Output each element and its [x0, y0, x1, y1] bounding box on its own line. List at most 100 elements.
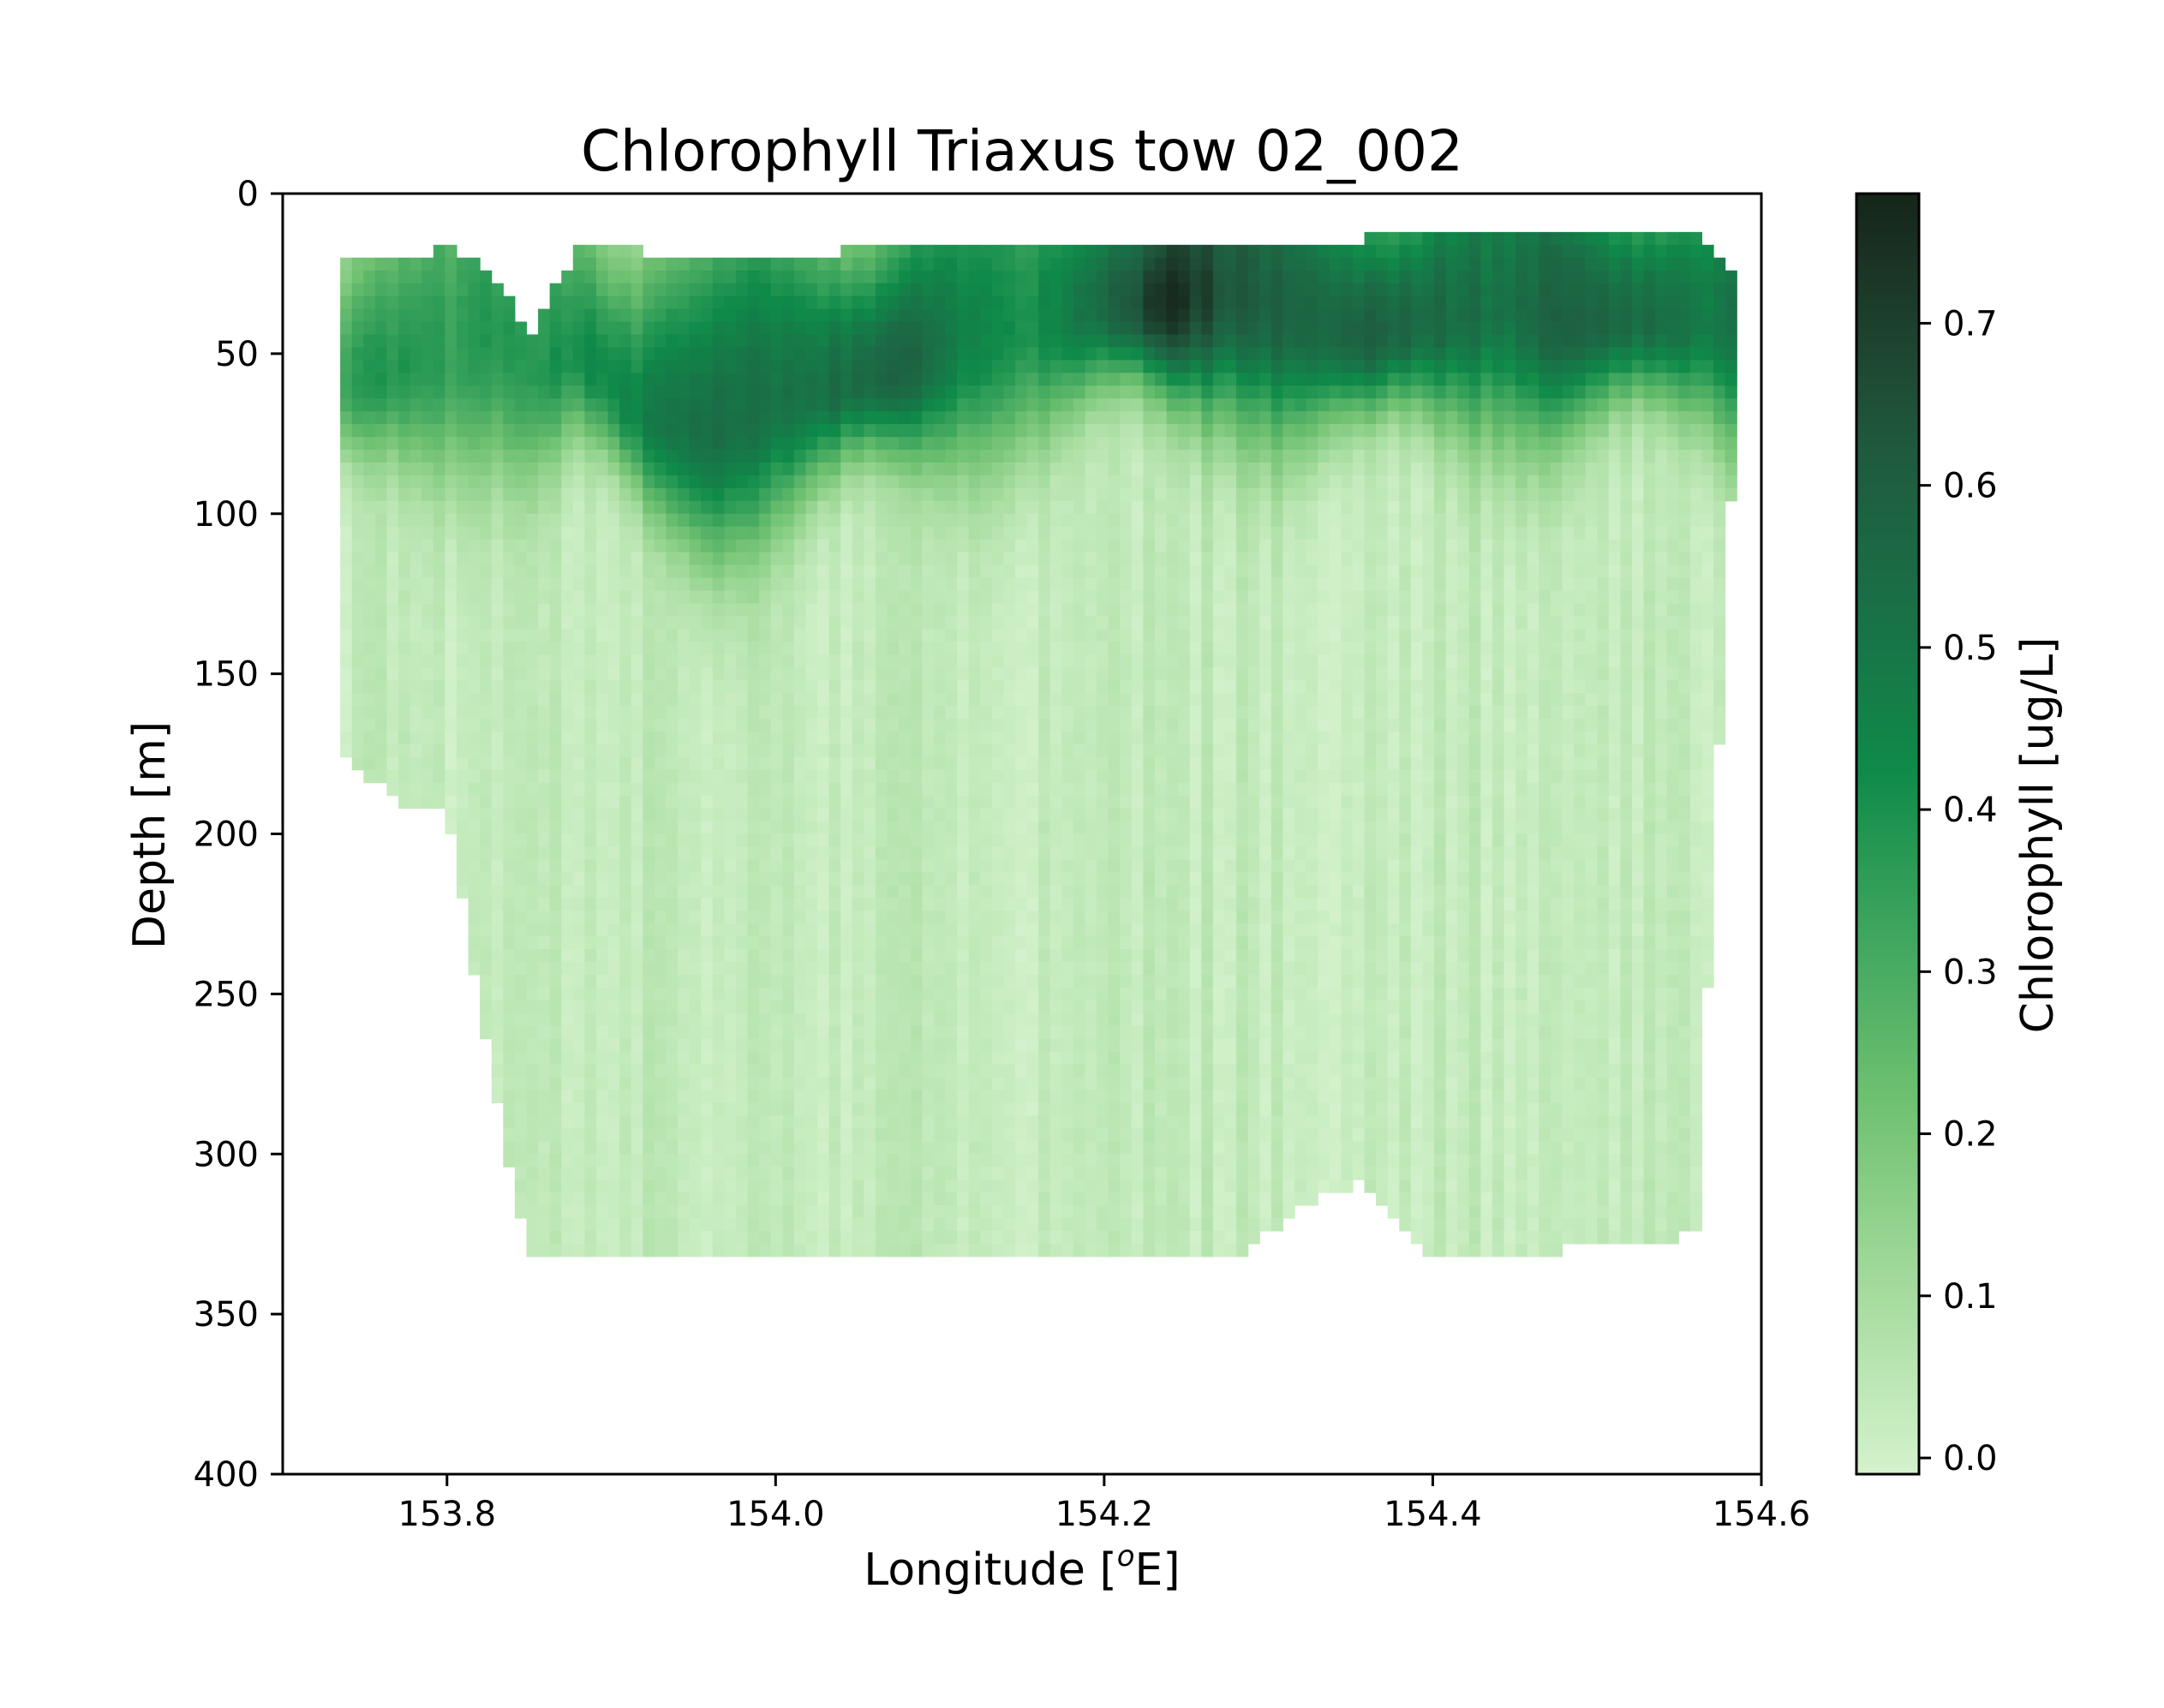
heatmap-cell	[805, 962, 818, 976]
heatmap-cell	[1085, 347, 1097, 361]
heatmap-cell	[654, 833, 667, 848]
heatmap-cell	[468, 808, 481, 822]
heatmap-cell	[1120, 1230, 1133, 1245]
heatmap-cell	[759, 693, 772, 707]
heatmap-cell	[584, 424, 597, 438]
heatmap-cell	[584, 962, 597, 976]
heatmap-cell	[398, 564, 411, 579]
heatmap-cell	[957, 885, 970, 899]
heatmap-cell	[468, 744, 481, 758]
heatmap-cell	[643, 1218, 655, 1232]
heatmap-cell	[828, 936, 841, 950]
heatmap-cell	[340, 347, 353, 361]
heatmap-cell	[817, 475, 830, 489]
heatmap-cell	[1026, 539, 1039, 553]
heatmap-cell	[828, 1102, 841, 1116]
heatmap-cell	[643, 1154, 655, 1168]
heatmap-cell	[1073, 1115, 1086, 1129]
heatmap-cell	[689, 629, 702, 642]
heatmap-cell	[549, 833, 562, 848]
heatmap-cell	[1143, 373, 1156, 386]
heatmap-cell	[619, 974, 632, 988]
heatmap-cell	[503, 718, 516, 732]
heatmap-cell	[1073, 962, 1086, 976]
heatmap-cell	[793, 962, 807, 976]
heatmap-cell	[1073, 833, 1086, 848]
heatmap-cell	[654, 1154, 667, 1168]
heatmap-cell	[1026, 654, 1039, 668]
heatmap-cell	[980, 564, 993, 579]
heatmap-cell	[421, 654, 434, 668]
heatmap-cell	[678, 283, 690, 297]
heatmap-cell	[817, 1038, 830, 1053]
heatmap-cell	[1097, 244, 1109, 259]
heatmap-cell	[887, 437, 900, 451]
heatmap-cell	[1026, 795, 1039, 809]
heatmap-cell	[701, 911, 714, 924]
heatmap-cell	[678, 590, 690, 604]
heatmap-cell	[852, 885, 865, 899]
heatmap-cell	[619, 795, 632, 809]
heatmap-cell	[817, 513, 830, 528]
heatmap-cell	[945, 450, 958, 463]
heatmap-cell	[852, 859, 865, 873]
heatmap-cell	[724, 590, 737, 604]
heatmap-cell	[503, 667, 516, 681]
heatmap-cell	[526, 1179, 539, 1193]
heatmap-cell	[735, 795, 749, 809]
heatmap-cell	[701, 564, 714, 579]
heatmap-cell	[503, 616, 516, 630]
heatmap-cell	[689, 308, 702, 323]
heatmap-cell	[876, 334, 888, 348]
heatmap-cell	[922, 450, 935, 463]
heatmap-cell	[910, 821, 923, 835]
heatmap-cell	[1061, 385, 1074, 399]
heatmap-cell	[480, 577, 493, 592]
heatmap-cell	[1026, 718, 1039, 732]
heatmap-cell	[643, 1230, 655, 1245]
heatmap-cell	[654, 846, 667, 860]
heatmap-cell	[1143, 795, 1156, 809]
heatmap-cell	[572, 1115, 585, 1129]
heatmap-cell	[899, 1167, 912, 1180]
heatmap-cell	[933, 270, 947, 284]
heatmap-cell	[1073, 360, 1086, 373]
heatmap-cell	[1049, 833, 1062, 848]
heatmap-cell	[619, 1090, 632, 1104]
heatmap-cell	[654, 1102, 667, 1116]
heatmap-cell	[840, 1128, 853, 1142]
heatmap-cell	[480, 718, 493, 732]
heatmap-cell	[538, 603, 551, 617]
heatmap-cell	[549, 1230, 562, 1245]
heatmap-cell	[631, 1077, 643, 1091]
heatmap-cell	[840, 693, 853, 707]
heatmap-cell	[595, 923, 609, 937]
heatmap-cell	[561, 1243, 574, 1257]
heatmap-cell	[899, 629, 912, 642]
heatmap-cell	[770, 833, 783, 848]
heatmap-cell	[840, 667, 853, 681]
heatmap-cell	[584, 808, 597, 822]
heatmap-cell	[572, 552, 585, 566]
heatmap-cell	[887, 987, 900, 1001]
heatmap-cell	[1131, 911, 1145, 924]
heatmap-cell	[910, 974, 923, 988]
heatmap-cell	[561, 1128, 574, 1142]
heatmap-cell	[991, 1115, 1005, 1129]
heatmap-cell	[619, 1230, 632, 1245]
heatmap-cell	[1003, 1230, 1016, 1245]
heatmap-cell	[584, 385, 597, 399]
heatmap-cell	[572, 590, 585, 604]
heatmap-cell	[887, 1012, 900, 1027]
heatmap-cell	[910, 1000, 923, 1014]
heatmap-cell	[1038, 539, 1051, 553]
heatmap-cell	[374, 462, 388, 476]
heatmap-cell	[899, 898, 912, 911]
heatmap-cell	[526, 1090, 539, 1104]
heatmap-cell	[980, 590, 993, 604]
heatmap-cell	[1003, 1141, 1016, 1155]
heatmap-cell	[374, 321, 388, 336]
heatmap-cell	[1015, 450, 1028, 463]
heatmap-cell	[678, 911, 690, 924]
heatmap-cell	[1049, 1000, 1062, 1014]
